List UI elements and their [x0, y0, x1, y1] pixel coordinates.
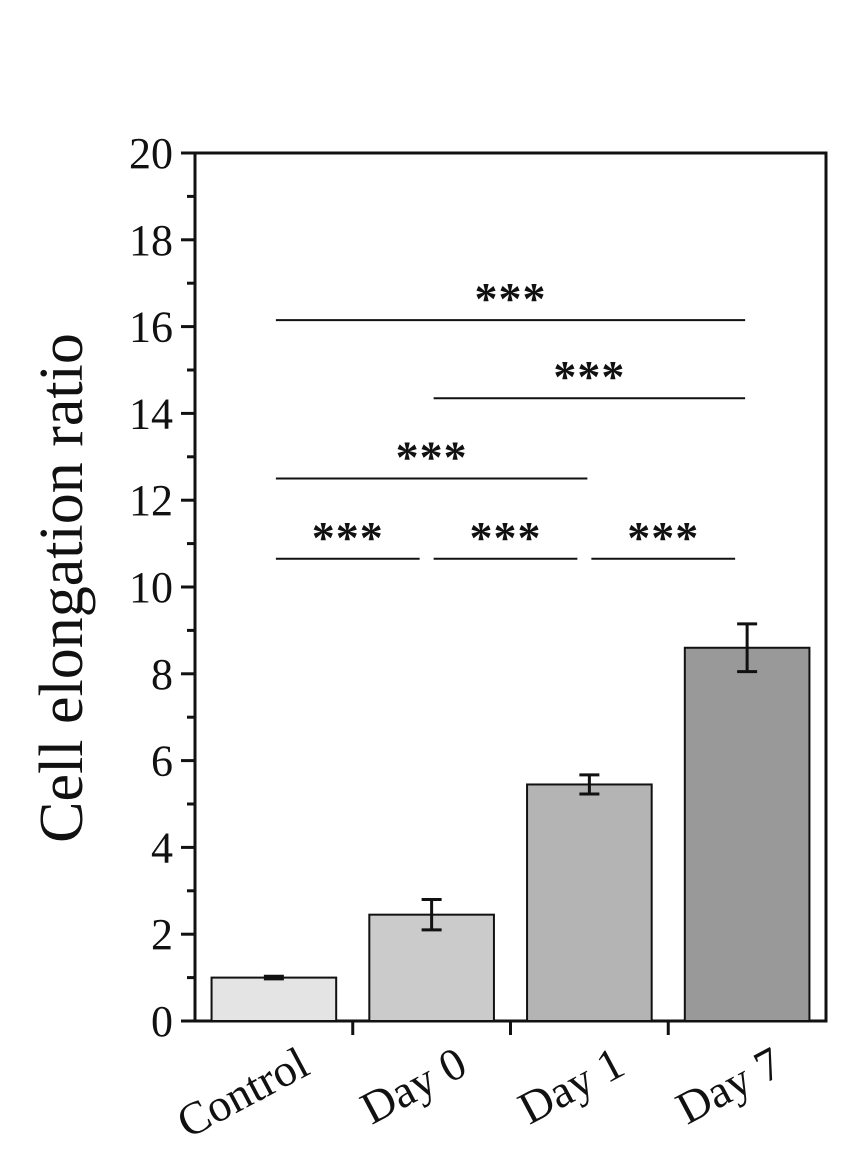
y-tick-label: 20 — [129, 129, 173, 178]
y-tick-label: 8 — [151, 650, 173, 699]
y-tick-label: 14 — [129, 389, 173, 438]
x-tick-label: Day 1 — [510, 1037, 632, 1134]
significance-label: *** — [312, 512, 384, 563]
y-tick-label: 2 — [151, 910, 173, 959]
significance-label: *** — [470, 512, 542, 563]
bars-group — [210, 622, 811, 1022]
x-tick-label: Day 7 — [668, 1037, 790, 1134]
x-tick-label: Control — [169, 1037, 317, 1148]
y-tick-label: 4 — [151, 823, 173, 872]
bar-day-7 — [683, 646, 811, 1022]
y-tick-label: 6 — [151, 737, 173, 786]
bar-control — [210, 976, 338, 1022]
y-tick-label: 10 — [129, 563, 173, 612]
y-tick-label: 12 — [129, 476, 173, 525]
axes-group: 0 2 4 6 8 10 12 14 16 18 20 Control Day 0 Day 1 Day 7 — [129, 129, 828, 1148]
significance-group: ************ *** *** — [275, 273, 746, 563]
significance-label: *** — [396, 432, 468, 483]
bar-day-1 — [526, 783, 653, 1022]
y-axis-title: Cell elongation ratio — [28, 333, 96, 843]
significance-label: *** — [627, 512, 699, 563]
significance-label: *** — [475, 273, 547, 324]
bar-day-0 — [368, 913, 495, 1022]
significance-label: *** — [553, 351, 625, 402]
x-tick-label: Day 0 — [352, 1037, 474, 1134]
y-tick-label: 18 — [129, 216, 173, 265]
y-tick-label: 16 — [129, 303, 173, 352]
y-tick-label: 0 — [151, 997, 173, 1046]
